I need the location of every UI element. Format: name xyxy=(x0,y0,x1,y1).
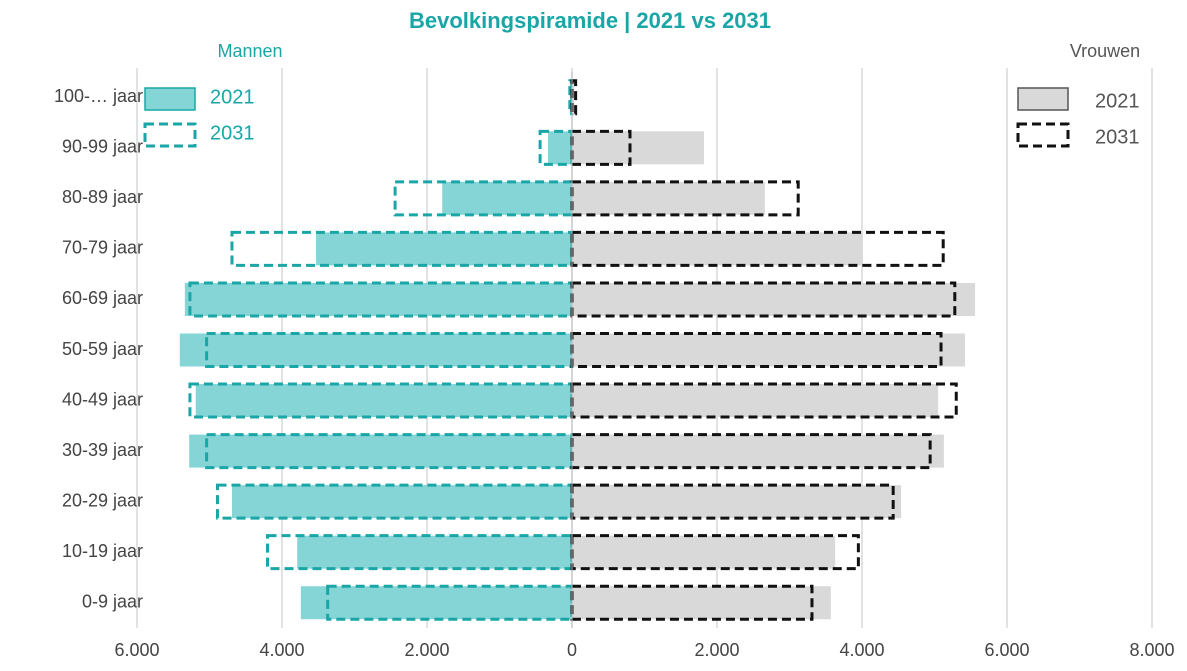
bar xyxy=(570,180,800,217)
legend-label: 2031 xyxy=(210,122,255,144)
bar xyxy=(184,282,572,316)
bar xyxy=(572,535,836,569)
y-tick-label: 50-59 jaar xyxy=(62,339,143,359)
bar xyxy=(570,129,632,166)
y-tick-label: 70-79 jaar xyxy=(62,238,143,258)
bar xyxy=(572,384,939,418)
y-tick-label: 90-99 jaar xyxy=(62,137,143,157)
bar xyxy=(266,534,574,571)
bar xyxy=(179,333,572,367)
legend-label: 2031 xyxy=(1095,126,1140,148)
x-tick-label: 6.000 xyxy=(114,640,159,660)
bar xyxy=(442,181,572,215)
y-tick-label: 100-… jaar xyxy=(54,86,143,106)
y-tick-label: 20-29 jaar xyxy=(62,490,143,510)
y-tick-label: 40-49 jaar xyxy=(62,389,143,409)
x-tick-label: 8.000 xyxy=(1129,640,1174,660)
bar xyxy=(570,584,814,621)
y-tick-label: 10-19 jaar xyxy=(62,541,143,561)
group-label: Vrouwen xyxy=(1070,41,1140,61)
x-tick-label: 0 xyxy=(567,640,577,660)
y-tick-label: 80-89 jaar xyxy=(62,187,143,207)
bar xyxy=(572,131,704,165)
bar xyxy=(572,586,831,620)
y-tick-label: 60-69 jaar xyxy=(62,288,143,308)
legend-label: 2021 xyxy=(1095,90,1140,112)
y-tick-label: 0-9 jaar xyxy=(82,591,143,611)
bar xyxy=(231,485,572,519)
x-tick-label: 4.000 xyxy=(259,640,304,660)
x-tick-label: 2.000 xyxy=(404,640,449,660)
y-tick-label: 30-39 jaar xyxy=(62,440,143,460)
bar xyxy=(572,434,944,468)
legend-swatch xyxy=(1016,122,1070,148)
bar xyxy=(572,485,902,519)
bar xyxy=(572,282,976,316)
legend-swatch xyxy=(1017,87,1069,111)
legend-swatch xyxy=(143,122,197,148)
legend-swatch xyxy=(144,87,196,111)
chart-title: Bevolkingspiramide | 2021 vs 2031 xyxy=(409,8,771,33)
bar xyxy=(195,384,572,418)
bar xyxy=(297,535,572,569)
x-tick-label: 4.000 xyxy=(839,640,884,660)
bar xyxy=(572,232,863,266)
x-tick-label: 6.000 xyxy=(984,640,1029,660)
bar xyxy=(189,434,572,468)
bar xyxy=(548,131,572,165)
bar xyxy=(572,181,765,215)
bar xyxy=(572,333,965,367)
bar xyxy=(300,586,572,620)
x-tick-label: 2.000 xyxy=(694,640,739,660)
legend-label: 2021 xyxy=(210,86,255,108)
group-label: Mannen xyxy=(217,41,282,61)
bar xyxy=(393,180,574,217)
bar xyxy=(316,232,572,266)
